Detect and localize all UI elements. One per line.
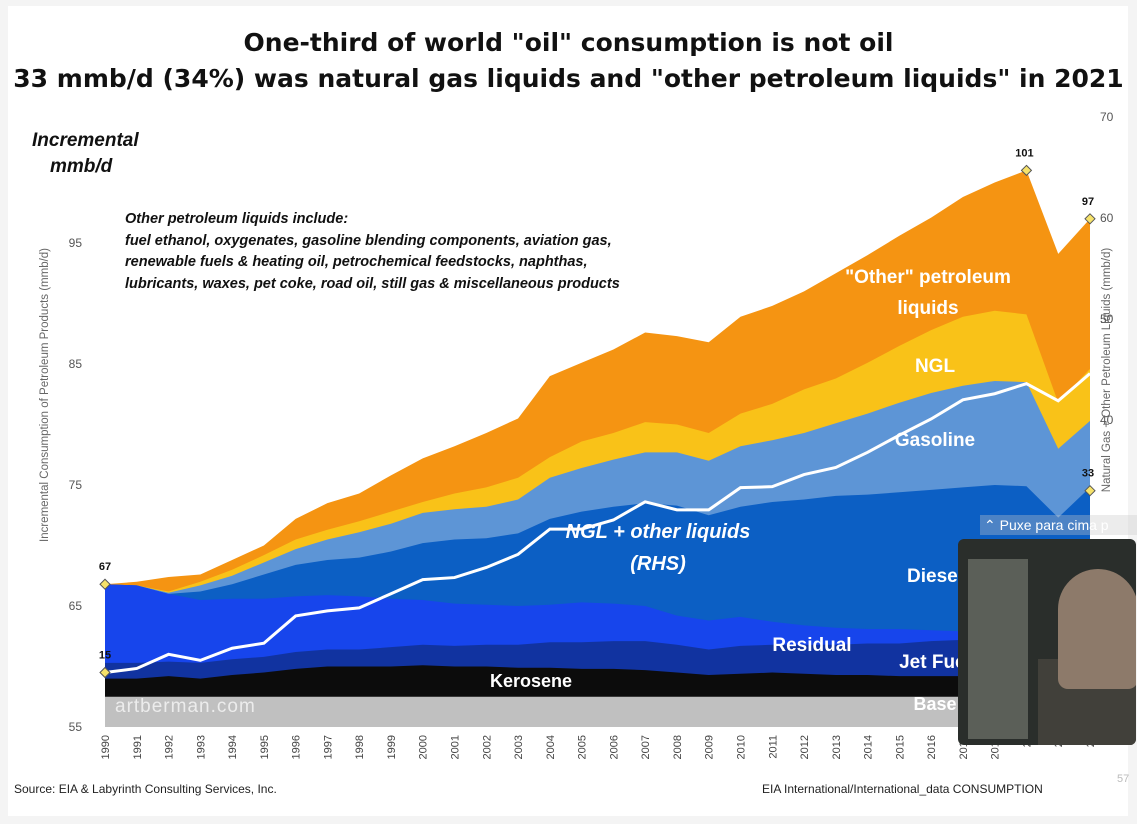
band-labels: artberman.com "Other" petroleum liquids NGL… — [99, 147, 1096, 717]
label-other-petroleum: "Other" petroleum — [845, 267, 1011, 288]
left-tick-label: 95 — [69, 236, 83, 250]
right-tick-label: 40 — [1100, 413, 1114, 427]
rhs-line-group — [104, 372, 1091, 674]
area-bands — [105, 170, 1090, 727]
note-line: renewable fuels & heating oil, petrochem… — [125, 254, 588, 270]
source-right: EIA International/International_data CON… — [762, 782, 1043, 796]
pip-person-shape — [1058, 569, 1136, 689]
x-tick-label: 2004 — [545, 735, 557, 759]
label-diesel: Diesel — [907, 566, 963, 587]
watermark: artberman.com — [115, 696, 256, 717]
data-point-marker — [1020, 164, 1033, 177]
right-tick-label: 60 — [1100, 211, 1114, 225]
x-tick-label: 2000 — [418, 735, 430, 759]
pip-background-shape — [968, 559, 1028, 739]
left-axis-label: Incremental Consumption of Petroleum Pro… — [39, 248, 51, 542]
other-liquids-note: Other petroleum liquids include: fuel et… — [125, 209, 620, 295]
right-tick-label: 50 — [1100, 312, 1114, 326]
area-base — [105, 696, 1090, 727]
right-axis-label: Natural Gas + Other Petroleum Liquids (m… — [1101, 248, 1113, 493]
left-tick-label: 85 — [69, 357, 83, 371]
page-number: 57 — [1117, 773, 1130, 785]
x-tick-label: 1998 — [354, 735, 366, 759]
left-axis-title: Incremental mmb/d — [32, 128, 139, 180]
label-base: Base — [913, 694, 956, 714]
left-tick-label: 55 — [69, 720, 83, 734]
x-tick-label: 2001 — [450, 735, 462, 759]
x-tick-label: 2012 — [799, 735, 811, 759]
x-tick-label: 1993 — [195, 735, 207, 759]
x-tick-label: 2010 — [735, 735, 747, 759]
data-point-marker — [1084, 213, 1096, 225]
note-line: Other petroleum liquids include: — [125, 211, 349, 227]
x-tick-label: 2015 — [894, 735, 906, 759]
left-axis-title-line2: mmb/d — [50, 156, 113, 177]
source-left: Source: EIA & Labyrinth Consulting Servi… — [14, 782, 277, 796]
x-tick-label: 2009 — [704, 735, 716, 759]
chart-title: One-third of world "oil" consumption is … — [243, 28, 894, 57]
x-tick-label: 2006 — [608, 735, 620, 759]
x-tick-label: 2016 — [926, 735, 938, 759]
label-rhs-unit: (RHS) — [630, 553, 686, 575]
data-point-label: 101 — [1015, 147, 1033, 159]
x-tick-label: 1996 — [291, 735, 303, 759]
x-tick-label: 1990 — [100, 735, 112, 759]
label-rhs-line: NGL + other liquids — [566, 521, 751, 543]
data-point-marker — [1084, 484, 1096, 497]
x-tick-label: 1997 — [322, 735, 334, 759]
x-tick-label: 2008 — [672, 735, 684, 759]
note-line: fuel ethanol, oxygenates, gasoline blend… — [125, 232, 612, 249]
x-tick-label: 2003 — [513, 735, 525, 759]
x-tick-label: 1992 — [164, 735, 176, 759]
label-gasoline: Gasoline — [895, 430, 975, 451]
data-point-marker — [99, 666, 111, 679]
rhs-line — [104, 372, 1091, 674]
left-axis-title-line1: Incremental — [32, 130, 139, 151]
right-tick-label: 70 — [1100, 110, 1114, 124]
pull-up-hint[interactable]: ⌃ Puxe para cima p — [980, 515, 1137, 535]
data-point-label: 97 — [1082, 196, 1094, 208]
video-pip-overlay[interactable] — [958, 539, 1136, 745]
x-tick-label: 2002 — [481, 735, 493, 759]
label-ngl: NGL — [915, 356, 956, 377]
data-point-label: 67 — [99, 561, 111, 573]
label-liquids: liquids — [897, 298, 958, 319]
x-tick-label: 1995 — [259, 735, 271, 759]
x-tick-label: 2011 — [767, 735, 779, 759]
data-point-label: 33 — [1082, 468, 1094, 480]
x-tick-label: 2005 — [577, 735, 589, 759]
data-point-label: 15 — [99, 650, 111, 662]
x-tick-label: 2013 — [831, 735, 843, 759]
left-tick-label: 65 — [69, 599, 83, 613]
x-tick-label: 2007 — [640, 735, 652, 759]
x-tick-label: 2014 — [863, 735, 875, 759]
label-kerosene: Kerosene — [490, 671, 572, 691]
x-tick-label: 1994 — [227, 735, 239, 759]
x-tick-label: 1999 — [386, 735, 398, 759]
note-line: lubricants, waxes, pet coke, road oil, s… — [125, 275, 620, 292]
axes: 55 65 75 85 95 40 50 60 70 Incremental Consumptio… — [39, 110, 1114, 759]
x-tick-label: 1991 — [132, 735, 144, 759]
left-tick-label: 75 — [69, 478, 83, 492]
data-point-marker — [99, 578, 111, 590]
label-residual: Residual — [772, 635, 851, 656]
chart-subtitle: 33 mmb/d (34%) was natural gas liquids a… — [13, 64, 1124, 93]
label-jet-fuel: Jet Fuel — [899, 652, 971, 673]
